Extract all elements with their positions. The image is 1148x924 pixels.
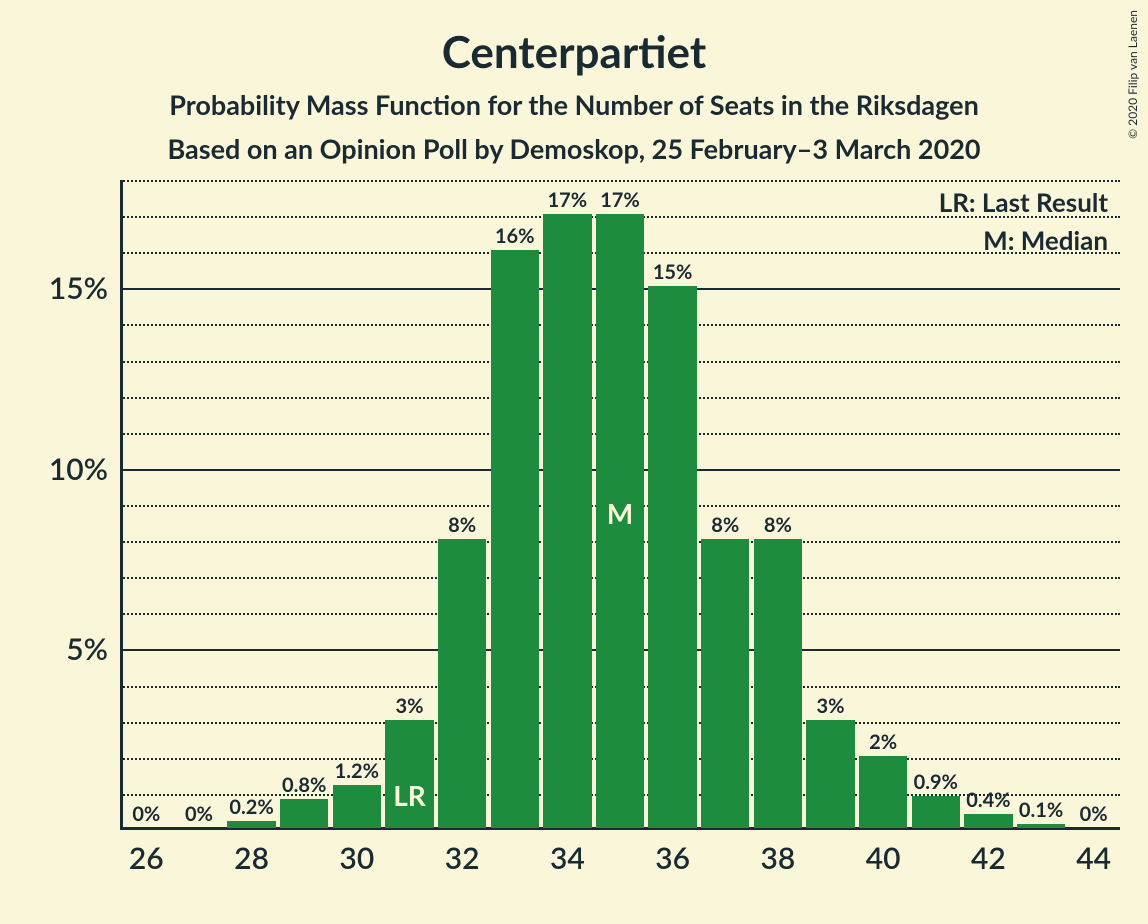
bar-value-label: 0.1% xyxy=(1019,798,1063,822)
median-marker: M xyxy=(607,496,633,530)
chart-title: Centerpartiet xyxy=(0,26,1148,78)
x-tick-label: 28 xyxy=(234,840,269,876)
bar-value-label: 8% xyxy=(711,513,739,537)
bar-value-label: 16% xyxy=(495,224,535,248)
x-tick-label: 30 xyxy=(339,840,374,876)
bar xyxy=(806,720,854,828)
bar-value-label: 3% xyxy=(395,694,423,718)
bar xyxy=(543,214,591,828)
bar-value-label: 0.4% xyxy=(966,788,1010,812)
bar-value-label: 2% xyxy=(869,730,897,754)
y-tick-label: 5% xyxy=(8,631,108,667)
bar-value-label: 17% xyxy=(548,188,588,212)
bar-value-label: 17% xyxy=(600,188,640,212)
pmf-chart: Centerpartiet Probability Mass Function … xyxy=(0,0,1148,924)
bar xyxy=(701,539,749,828)
bar xyxy=(491,250,539,828)
x-tick-label: 38 xyxy=(760,840,795,876)
x-tick-label: 36 xyxy=(655,840,690,876)
x-tick-label: 32 xyxy=(445,840,480,876)
bar-value-label: 8% xyxy=(448,513,476,537)
legend-median: M: Median xyxy=(983,224,1108,256)
bar xyxy=(333,785,381,828)
bar-value-label: 0.8% xyxy=(282,773,326,797)
bar xyxy=(859,756,907,828)
x-tick-label: 44 xyxy=(1076,840,1111,876)
bar xyxy=(227,821,275,828)
bar-value-label: 1.2% xyxy=(335,759,379,783)
x-tick-label: 40 xyxy=(866,840,901,876)
last-result-marker: LR xyxy=(393,778,426,812)
plot-area: LR: Last Result M: Median 5%10%15%0%0%0.… xyxy=(120,180,1120,830)
gridline-minor xyxy=(120,180,1120,182)
chart-subtitle-1: Probability Mass Function for the Number… xyxy=(0,88,1148,121)
copyright-label: © 2020 Filip van Laenen xyxy=(1125,10,1140,139)
bar xyxy=(1017,824,1065,828)
bar-value-label: 0.9% xyxy=(914,770,958,794)
x-tick-label: 34 xyxy=(550,840,585,876)
bar-value-label: 15% xyxy=(653,260,693,284)
bar xyxy=(280,799,328,828)
x-tick-label: 42 xyxy=(971,840,1006,876)
x-tick-label: 26 xyxy=(129,840,164,876)
bar xyxy=(754,539,802,828)
bar-value-label: 0.2% xyxy=(229,795,273,819)
bar-value-label: 8% xyxy=(764,513,792,537)
y-tick-label: 10% xyxy=(8,451,108,487)
bar-value-label: 0% xyxy=(1080,802,1108,826)
bar xyxy=(648,286,696,828)
bar xyxy=(964,814,1012,828)
bar-value-label: 0% xyxy=(185,802,213,826)
y-tick-label: 15% xyxy=(8,270,108,306)
bar xyxy=(438,539,486,828)
legend-last-result: LR: Last Result xyxy=(939,186,1108,218)
bar-value-label: 3% xyxy=(817,694,845,718)
chart-subtitle-2: Based on an Opinion Poll by Demoskop, 25… xyxy=(0,132,1148,165)
bar-value-label: 0% xyxy=(132,802,160,826)
bar xyxy=(912,796,960,829)
